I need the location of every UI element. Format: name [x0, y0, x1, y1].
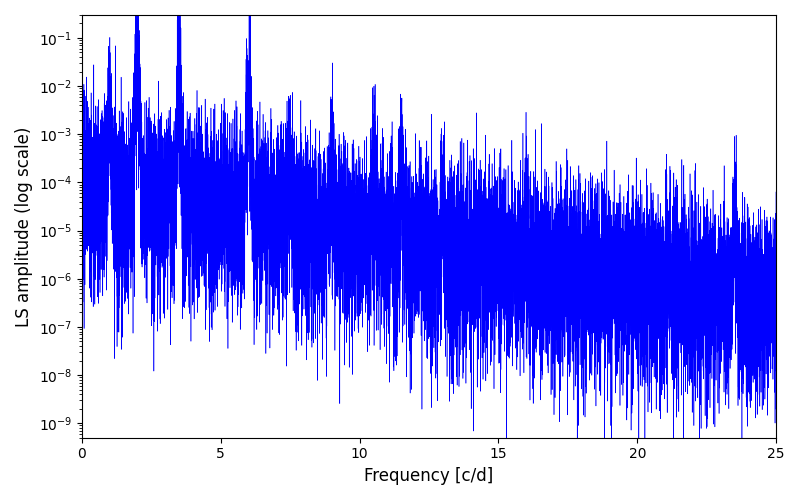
- Y-axis label: LS amplitude (log scale): LS amplitude (log scale): [15, 126, 33, 326]
- X-axis label: Frequency [c/d]: Frequency [c/d]: [364, 467, 494, 485]
